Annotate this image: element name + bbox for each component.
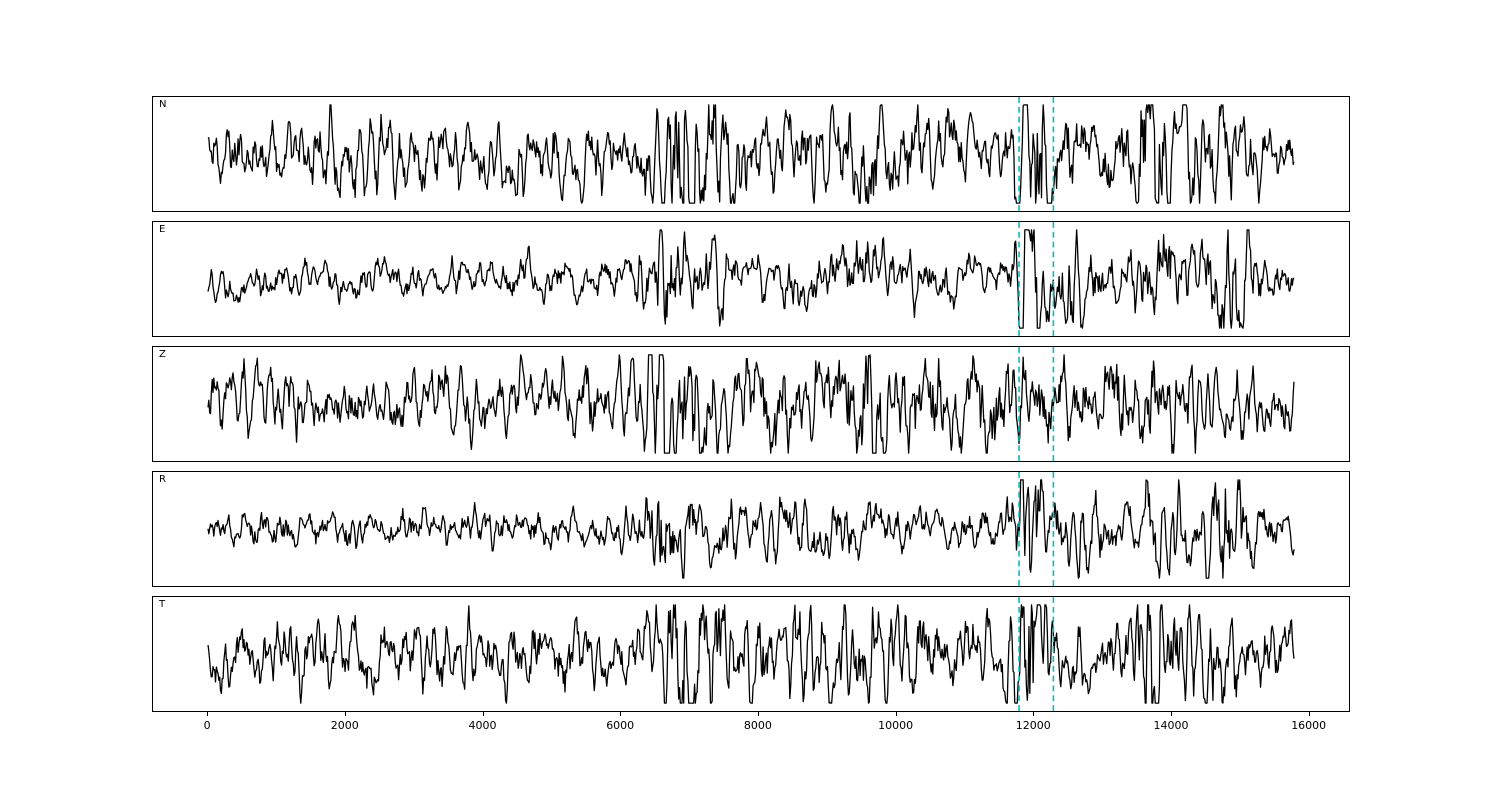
x-tick-mark bbox=[1308, 712, 1310, 716]
x-tick-label: 0 bbox=[203, 719, 211, 732]
waveform-trace-r bbox=[207, 472, 1295, 586]
waveform-trace-z bbox=[207, 347, 1295, 461]
x-tick-label: 8000 bbox=[743, 719, 772, 732]
waveform-panel-r: R bbox=[152, 471, 1350, 587]
x-tick-mark bbox=[1171, 712, 1172, 716]
x-tick-mark bbox=[620, 712, 622, 716]
x-tick-mark bbox=[207, 712, 209, 716]
channel-label-r: R bbox=[159, 474, 166, 485]
x-tick-label: 6000 bbox=[606, 719, 635, 732]
channel-label-t: T bbox=[159, 599, 166, 610]
waveform-panel-n: N bbox=[152, 96, 1350, 212]
channel-label-n: N bbox=[159, 99, 167, 110]
x-tick-mark bbox=[895, 712, 897, 716]
x-tick-label: 12000 bbox=[1015, 719, 1051, 732]
x-tick-mark bbox=[344, 712, 346, 716]
x-tick-label: 4000 bbox=[468, 719, 497, 732]
waveform-panel-t: T bbox=[152, 596, 1350, 712]
waveform-trace-t bbox=[207, 597, 1295, 711]
waveform-trace-e bbox=[207, 222, 1295, 336]
x-tick-mark bbox=[757, 712, 759, 716]
channel-label-z: Z bbox=[159, 349, 166, 360]
x-tick-label: 2000 bbox=[330, 719, 359, 732]
x-tick-label: 14000 bbox=[1153, 719, 1189, 732]
waveform-panel-z: Z bbox=[152, 346, 1350, 462]
x-tick-label: 10000 bbox=[878, 719, 914, 732]
x-tick-mark bbox=[482, 712, 484, 716]
x-tick-label: 16000 bbox=[1291, 719, 1327, 732]
channel-label-e: E bbox=[159, 224, 166, 235]
waveform-trace-n bbox=[207, 97, 1295, 211]
waveform-panel-e: E bbox=[152, 221, 1350, 337]
x-tick-mark bbox=[1033, 712, 1035, 716]
